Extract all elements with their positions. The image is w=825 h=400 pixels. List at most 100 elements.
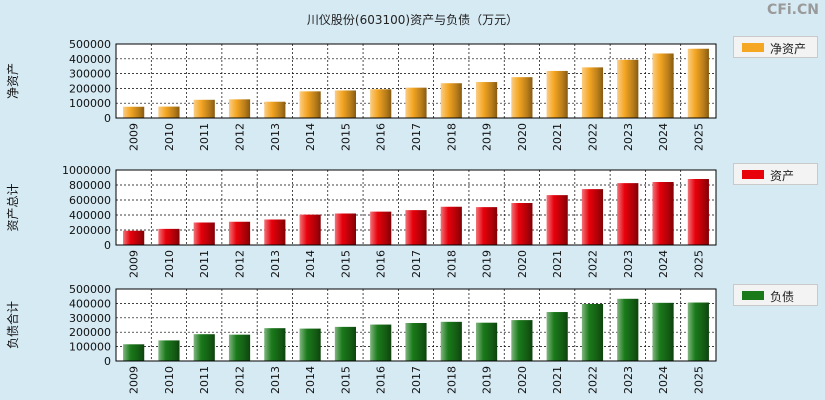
y-tick-label: 300000 [69, 312, 111, 325]
bar-liabilities-2011 [193, 334, 215, 361]
watermark: CFi.CN [767, 2, 819, 18]
y-tick-label: 200000 [69, 82, 111, 95]
x-tick-label: 2010 [163, 123, 176, 151]
y-tick-label: 100000 [69, 97, 111, 110]
bar-net-assets-2009 [123, 106, 145, 118]
x-tick-label: 2017 [410, 123, 423, 151]
x-tick-label: 2014 [304, 250, 317, 278]
x-tick-label: 2016 [375, 366, 388, 394]
legend-swatch-liabilities [742, 291, 764, 300]
x-tick-label: 2015 [339, 250, 352, 278]
bar-net-assets-2012 [228, 99, 251, 118]
y-tick-label: 500000 [69, 38, 111, 51]
bar-total-assets-2010 [158, 228, 180, 245]
bar-total-assets-2025 [687, 179, 709, 245]
bar-total-assets-2018 [440, 206, 462, 245]
chart-title: 川仪股份(603100)资产与负债（万元） [306, 13, 519, 27]
bar-net-assets-2010 [158, 106, 180, 118]
x-tick-label: 2022 [586, 250, 599, 278]
x-tick-label: 2018 [445, 123, 458, 151]
x-tick-label: 2015 [339, 123, 352, 151]
bar-net-assets-2020 [511, 77, 533, 118]
legend-label-net-assets: 净资产 [770, 42, 807, 56]
bar-total-assets-2017 [405, 210, 427, 245]
bar-net-assets-2018 [440, 83, 462, 118]
bar-net-assets-2011 [193, 99, 215, 118]
x-tick-label: 2011 [198, 366, 211, 394]
x-tick-label: 2023 [622, 366, 635, 394]
bar-liabilities-2022 [581, 303, 604, 361]
bar-liabilities-2020 [511, 320, 533, 361]
bar-total-assets-2013 [264, 219, 286, 245]
bar-liabilities-2017 [405, 322, 427, 361]
y-tick-label: 0 [104, 112, 111, 125]
bar-total-assets-2021 [546, 195, 568, 245]
bar-liabilities-2014 [299, 328, 321, 361]
bar-total-assets-2009 [123, 230, 145, 245]
x-tick-label: 2025 [692, 250, 705, 278]
legend-label-liabilities: 负债 [770, 290, 795, 304]
bar-net-assets-2022 [581, 67, 604, 118]
bar-net-assets-2025 [687, 48, 709, 118]
bar-total-assets-2019 [476, 207, 498, 245]
x-tick-label: 2018 [445, 366, 458, 394]
bar-total-assets-2024 [652, 182, 674, 245]
bar-liabilities-2009 [123, 344, 145, 361]
y-tick-label: 400000 [69, 53, 111, 66]
panel-total-assets: 0 200000 400000 600000 800000 1000000 2009 2010… [6, 164, 717, 278]
x-tick-label: 2013 [269, 250, 282, 278]
bar-liabilities-2010 [158, 340, 180, 361]
x-tick-label: 2012 [234, 366, 247, 394]
bar-net-assets-2017 [405, 87, 427, 118]
x-tick-label: 2023 [622, 123, 635, 151]
x-tick-label: 2024 [657, 250, 670, 278]
bar-total-assets-2023 [617, 183, 639, 245]
y-tick-label: 200000 [69, 224, 111, 237]
x-tick-label: 2019 [481, 366, 494, 394]
y-tick-label: 300000 [69, 68, 111, 81]
x-tick-label: 2020 [516, 250, 529, 278]
bar-net-assets-2015 [334, 90, 356, 118]
plot-frame [115, 169, 717, 246]
y-tick-label: 600000 [69, 194, 111, 207]
x-tick-label: 2025 [692, 366, 705, 394]
bar-total-assets-2012 [228, 221, 251, 245]
bar-net-assets-2014 [299, 91, 321, 118]
bar-total-assets-2015 [334, 213, 356, 245]
bar-net-assets-2019 [476, 82, 498, 118]
bar-net-assets-2021 [546, 70, 568, 118]
x-tick-label: 2014 [304, 366, 317, 394]
x-tick-label: 2014 [304, 123, 317, 151]
x-tick-label: 2025 [692, 123, 705, 151]
bar-net-assets-2023 [617, 59, 639, 118]
y-tick-label: 800000 [69, 179, 111, 192]
bar-total-assets-2011 [193, 222, 215, 245]
x-tick-label: 2009 [128, 250, 141, 278]
plot-frame [115, 288, 717, 362]
y-tick-label: 0 [104, 355, 111, 368]
legend-liabilities: 负债 [733, 284, 818, 306]
y-tick-label: 1000000 [62, 164, 111, 177]
x-tick-label: 2021 [551, 123, 564, 151]
y-axis-title: 资产总计 [6, 183, 20, 231]
x-tick-label: 2013 [269, 123, 282, 151]
x-tick-label: 2024 [657, 123, 670, 151]
x-tick-label: 2009 [128, 366, 141, 394]
bar-liabilities-2023 [617, 298, 639, 361]
bar-liabilities-2021 [546, 312, 568, 361]
y-tick-label: 0 [104, 239, 111, 252]
bar-liabilities-2019 [476, 322, 498, 361]
x-tick-label: 2018 [445, 250, 458, 278]
y-tick-label: 400000 [69, 297, 111, 310]
y-tick-label: 400000 [69, 209, 111, 222]
x-tick-label: 2023 [622, 250, 635, 278]
x-tick-label: 2009 [128, 123, 141, 151]
y-tick-label: 500000 [69, 283, 111, 296]
bar-liabilities-2016 [370, 324, 392, 361]
y-axis-title: 负债合计 [5, 301, 20, 349]
x-tick-label: 2015 [339, 366, 352, 394]
y-tick-label: 200000 [69, 326, 111, 339]
